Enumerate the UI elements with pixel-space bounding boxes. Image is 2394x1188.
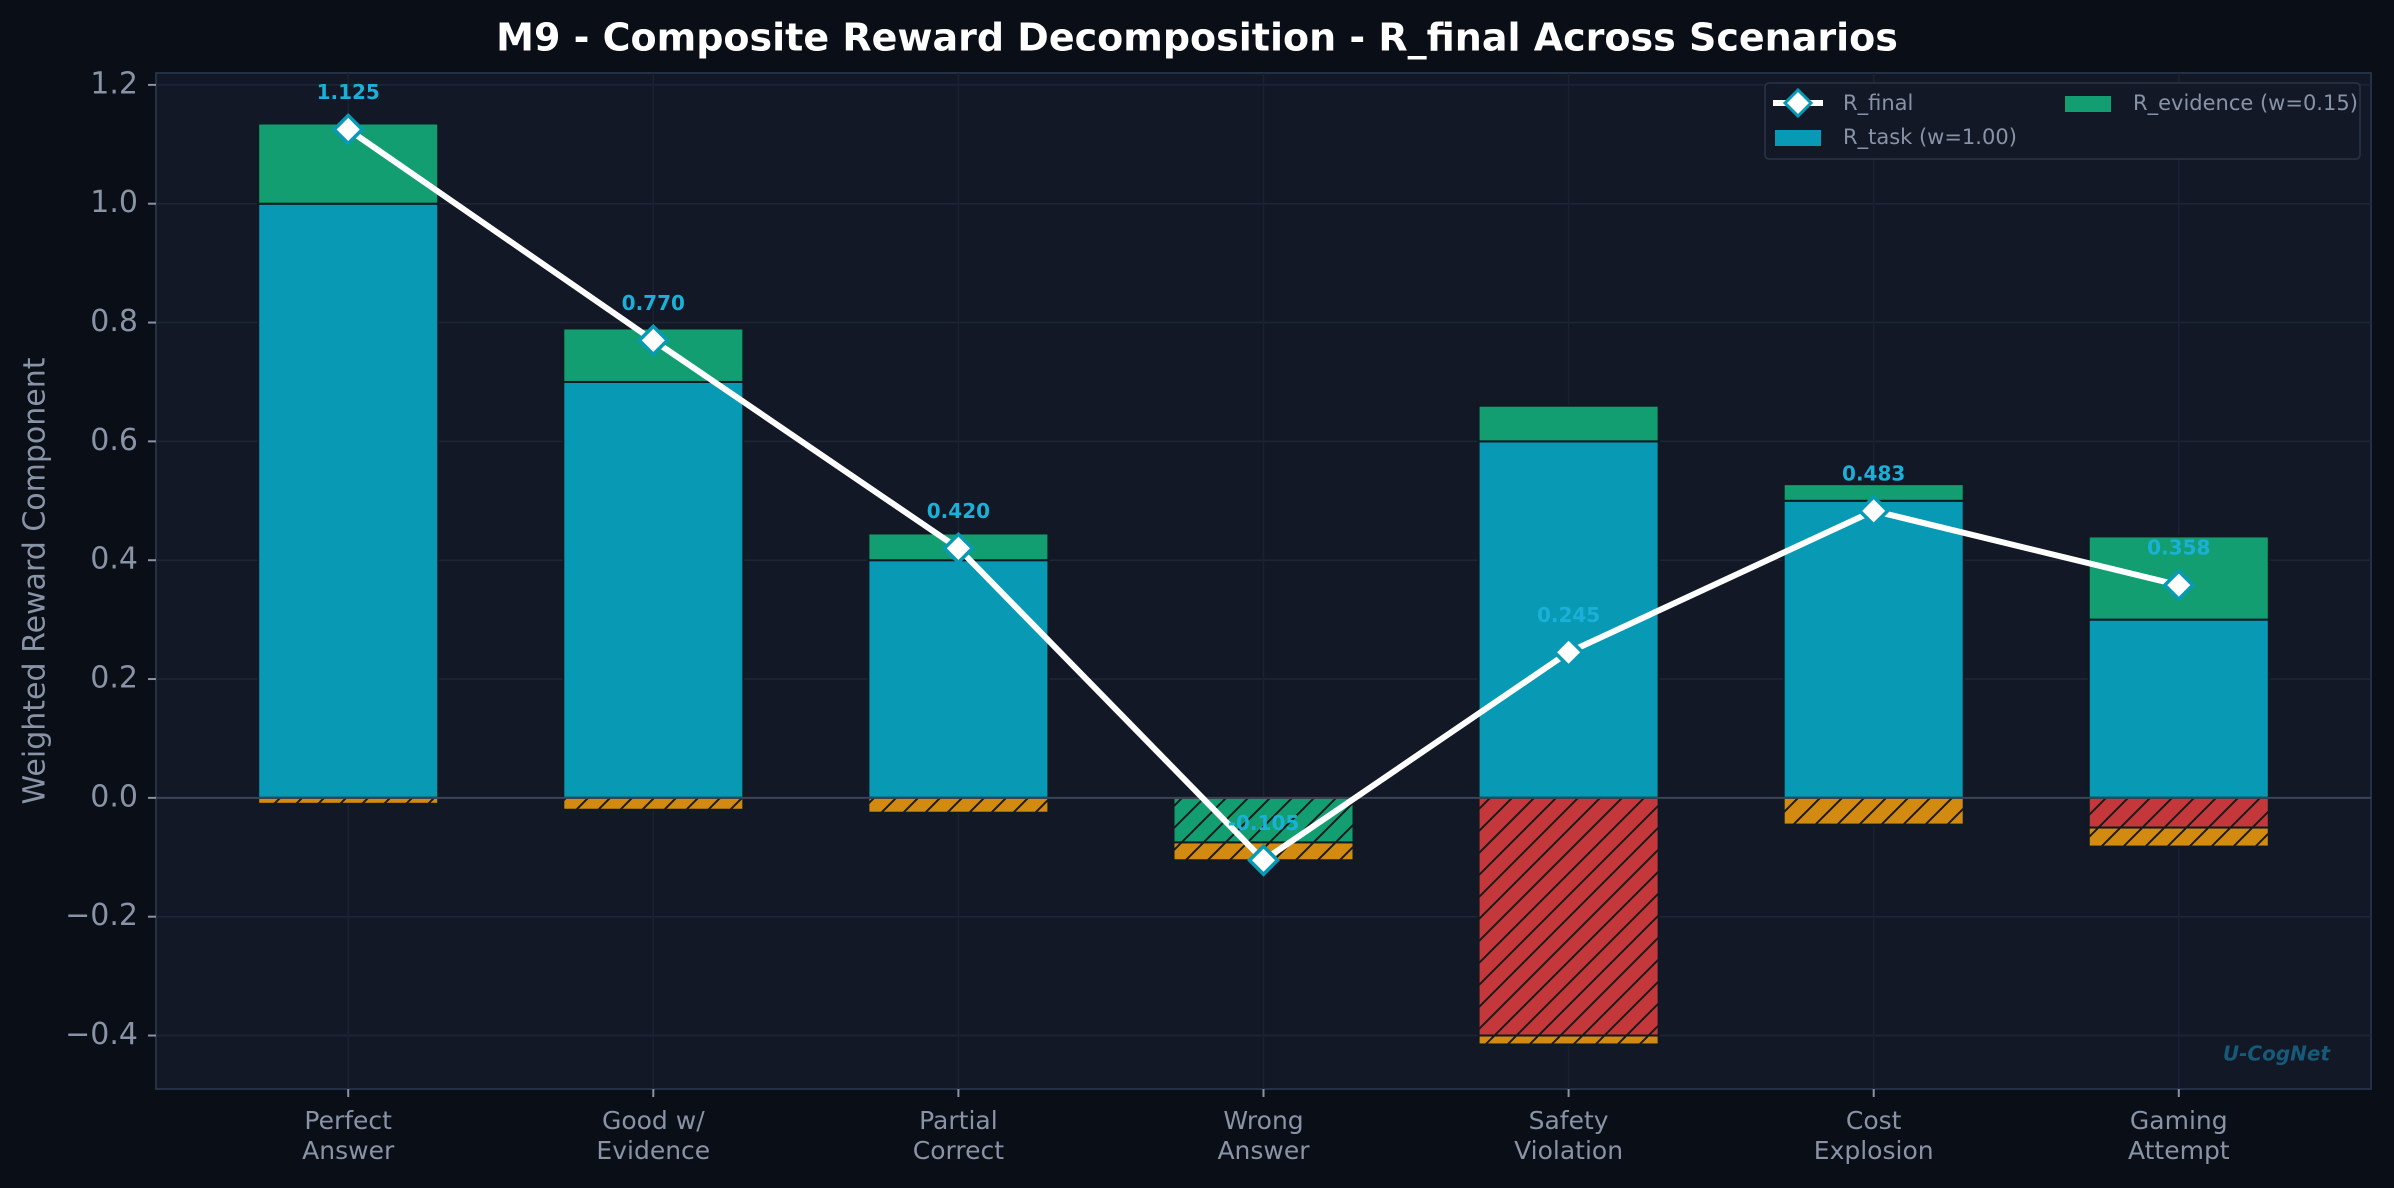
legend-marker xyxy=(1782,87,1814,119)
bar-hatch xyxy=(563,797,744,810)
bar-hatch xyxy=(258,797,439,804)
marker xyxy=(331,112,365,146)
bar-hatch xyxy=(1783,797,1964,825)
y-tick-label: 0.6 xyxy=(90,423,138,458)
marker xyxy=(2162,568,2196,602)
data-label: 0.358 xyxy=(2147,536,2210,560)
x-tick-label: Gaming Attempt xyxy=(2128,1106,2230,1165)
marker xyxy=(1552,635,1586,669)
watermark: U-CogNet xyxy=(2223,1042,2332,1066)
bar xyxy=(562,380,745,799)
x-tick-label: Perfect Answer xyxy=(302,1106,395,1165)
y-tick-label: −0.4 xyxy=(65,1017,138,1052)
y-tick-label: 0.4 xyxy=(90,542,138,577)
y-tick-label: 0.2 xyxy=(90,661,138,696)
legend-swatch xyxy=(1775,130,1821,146)
bar xyxy=(1782,499,1965,799)
marker xyxy=(1247,843,1280,877)
data-label: 0.420 xyxy=(927,499,990,523)
x-tick-label: Wrong Answer xyxy=(1217,1106,1310,1165)
bar-hatch xyxy=(2088,797,2269,828)
legend: R_final R_task (w=1.00) R_evidence (w=0.15… xyxy=(1764,82,2361,160)
data-label: 0.770 xyxy=(622,291,685,315)
legend-label: R_evidence (w=0.15) xyxy=(2133,91,2358,116)
legend-label: R_final xyxy=(1843,91,1913,116)
data-label: 0.483 xyxy=(1842,461,1905,485)
y-tick-label: 0.0 xyxy=(90,779,138,814)
legend-label: R_task (w=1.00) xyxy=(1843,125,2017,150)
y-tick-label: −0.2 xyxy=(65,898,138,933)
marker xyxy=(1857,494,1891,528)
data-label: 1.125 xyxy=(317,80,380,104)
y-tick-label: 1.0 xyxy=(90,185,138,220)
x-tick-label: Cost Explosion xyxy=(1814,1106,1934,1165)
data-label: 0.245 xyxy=(1537,603,1600,627)
legend-box xyxy=(1764,82,2361,160)
bar xyxy=(1477,404,1660,443)
marker xyxy=(636,323,670,357)
data-label: -0.105 xyxy=(1228,811,1300,835)
bar xyxy=(867,559,1050,799)
legend-swatch xyxy=(2065,96,2111,112)
chart-title: M9 - Composite Reward Decomposition - R_… xyxy=(496,16,1898,60)
bar xyxy=(257,202,440,799)
y-axis-label: Weighted Reward Component xyxy=(18,357,53,804)
bar xyxy=(2087,618,2270,799)
marker xyxy=(941,531,975,565)
bar-hatch xyxy=(868,797,1049,813)
bar-hatch xyxy=(1478,1035,1659,1045)
bar-hatch xyxy=(2088,827,2269,847)
x-tick-label: Safety Violation xyxy=(1514,1106,1623,1165)
bar-hatch xyxy=(1478,797,1659,1036)
x-tick-label: Partial Correct xyxy=(913,1106,1004,1165)
x-tick-label: Good w/Evidence xyxy=(596,1106,710,1165)
y-tick-label: 0.8 xyxy=(90,304,138,339)
y-tick-label: 1.2 xyxy=(90,66,138,101)
